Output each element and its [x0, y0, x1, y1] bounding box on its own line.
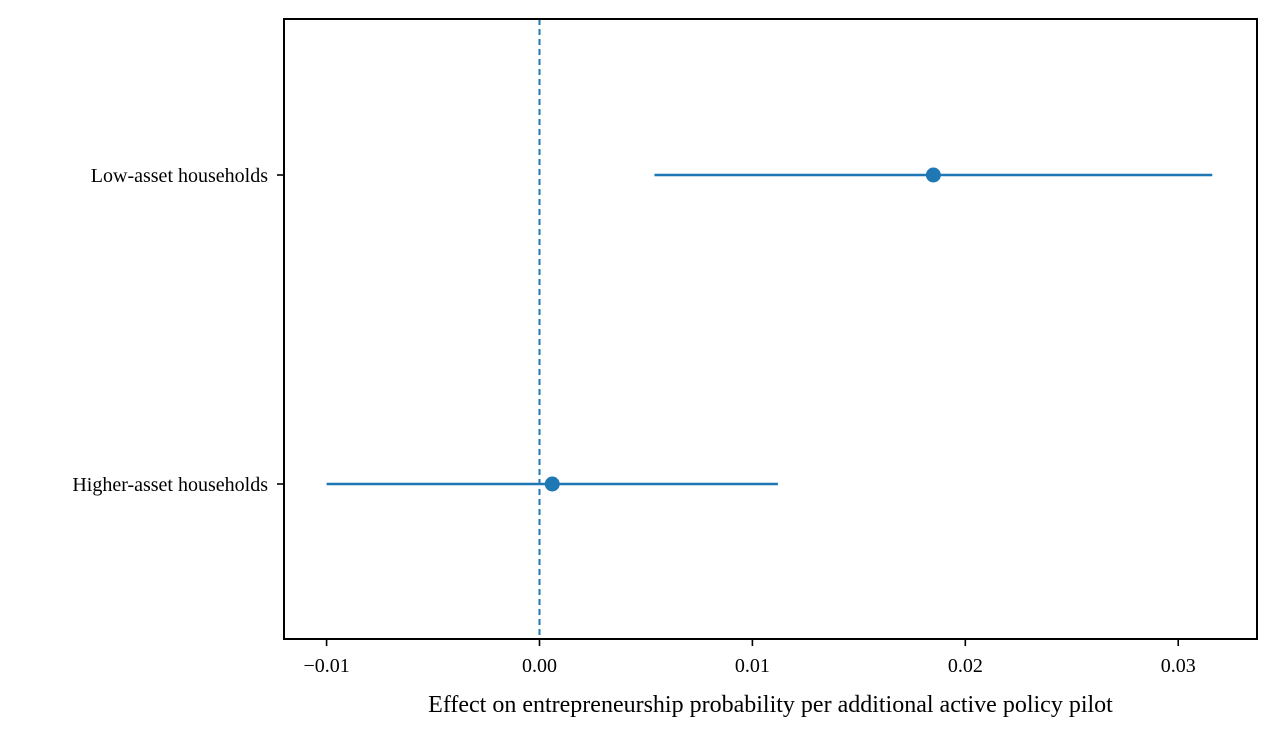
x-axis: −0.01 0.00 0.01 0.02 0.03 — [303, 639, 1196, 677]
y-tick-label-1: Higher-asset households — [72, 474, 268, 496]
point-estimate-1 — [544, 476, 560, 492]
y-axis: Low-asset households Higher-asset househo… — [72, 165, 284, 496]
y-tick-label-0: Low-asset households — [91, 165, 268, 187]
x-tick-label-2: 0.01 — [735, 655, 770, 677]
x-tick-label-4: 0.03 — [1161, 655, 1196, 677]
axes-frame — [283, 18, 1258, 640]
x-axis-label: Effect on entrepreneurship probability p… — [428, 692, 1113, 718]
x-tick-label-1: 0.00 — [522, 655, 557, 677]
x-tick-label-0: −0.01 — [303, 655, 349, 677]
x-tick-label-3: 0.02 — [948, 655, 983, 677]
plot-area — [326, 19, 1213, 639]
point-estimate-0 — [925, 167, 941, 183]
